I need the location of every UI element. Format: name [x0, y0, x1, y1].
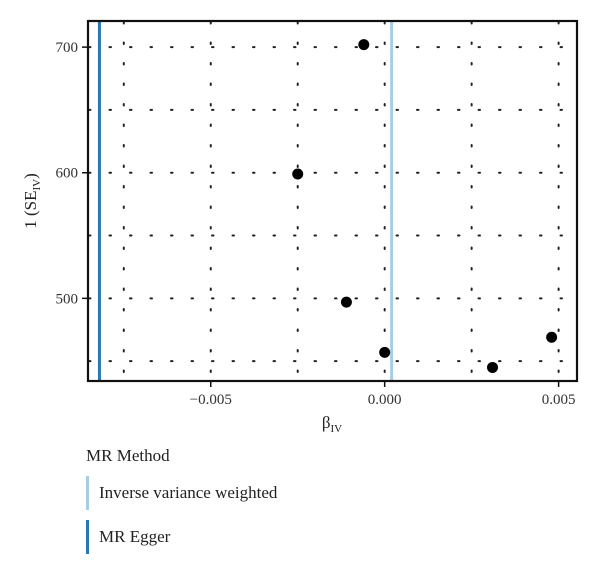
- y-tick-label: 600: [56, 166, 79, 182]
- dotted-grid: [88, 21, 577, 381]
- data-point: [379, 346, 391, 358]
- legend-title: MR Method: [86, 446, 170, 465]
- data-point: [358, 39, 370, 51]
- data-point: [546, 331, 558, 343]
- y-axis-title-tail: ): [21, 173, 40, 179]
- data-point: [340, 296, 352, 308]
- x-axis-title-sub: IV: [331, 423, 343, 435]
- x-tick-label: 0.005: [542, 392, 576, 408]
- x-tick-label: 0.000: [368, 392, 402, 408]
- data-point: [292, 168, 304, 180]
- x-axis: −0.005 0.000 0.005: [190, 381, 576, 408]
- legend: MR Method Inverse variance weighted MR E…: [86, 446, 406, 564]
- data-point: [487, 361, 499, 373]
- x-axis-title-main: β: [322, 413, 331, 432]
- legend-swatch-mr-egger: [86, 520, 89, 554]
- y-axis-title-main: 1 (SE: [21, 191, 40, 229]
- x-axis-title: βIV: [322, 413, 342, 435]
- y-tick-label: 500: [56, 291, 79, 307]
- legend-label-ivw: Inverse variance weighted: [99, 483, 278, 502]
- legend-item-mr-egger: MR Egger: [86, 520, 406, 554]
- legend-label-mr-egger: MR Egger: [99, 527, 171, 546]
- plot-frame: [86, 19, 579, 383]
- y-tick-label: 700: [56, 40, 79, 56]
- y-axis: 500 600 700: [56, 40, 88, 307]
- legend-item-ivw: Inverse variance weighted: [86, 476, 406, 510]
- x-tick-label: −0.005: [190, 392, 232, 408]
- method-lines: [97, 22, 394, 380]
- y-axis-title-sub: IV: [31, 179, 43, 191]
- y-axis-title: 1 (SEIV): [21, 173, 43, 229]
- legend-swatch-ivw: [86, 476, 89, 510]
- data-points: [292, 39, 558, 373]
